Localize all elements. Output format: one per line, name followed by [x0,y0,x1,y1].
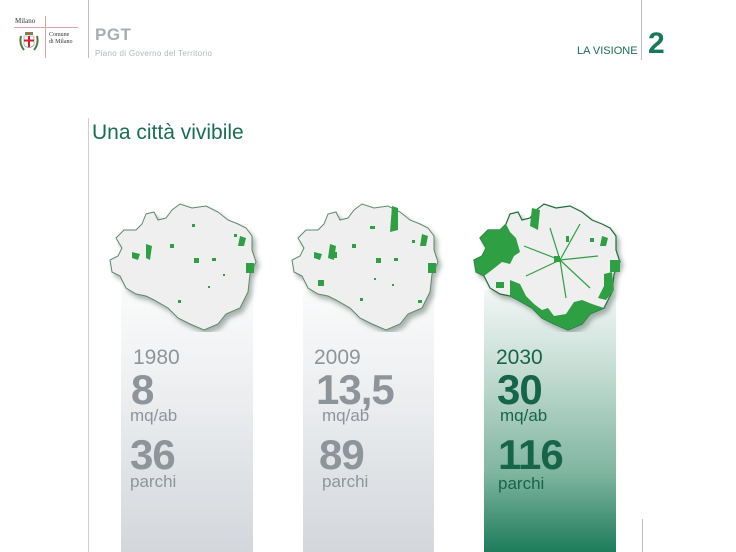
panel-2009-area-unit: mq/ab [322,406,370,425]
logo-entity-name: Comune di Milano [49,32,73,46]
logo-entity-line1: Comune [49,32,70,38]
milano-crest-icon [18,30,40,54]
panel-1980-year: 1980 [133,346,180,369]
logo-entity-line2: di Milano [49,39,73,45]
panel-2030-area-unit: mq/ab [500,406,548,425]
milano-map-2030-icon [473,203,621,331]
panel-2030 [484,290,616,552]
logo-divider-vertical [45,16,46,58]
panel-2009-year: 2009 [314,346,361,369]
panel-1980-area-unit: mq/ab [130,406,178,425]
panel-2009-parks-unit: parchi [322,472,369,491]
milano-map-1980-icon [109,203,257,331]
section-number: 2 [648,27,665,60]
panel-2009-parks-value: 89 [319,431,365,478]
header-divider [88,0,89,58]
app-subtitle: Piano di Governo del Territorio [95,49,213,58]
panel-1980-parks-value: 36 [130,431,176,478]
page-title: Una città vivibile [92,121,244,144]
panel-2009 [303,290,434,552]
logo-city-name: Milano [15,17,36,25]
footer-divider [642,519,643,552]
content-divider [88,118,89,552]
section-divider [641,0,642,60]
milano-map-2009-icon [291,203,439,331]
section-label: LA VISIONE [577,45,638,57]
panel-2030-year: 2030 [496,346,543,369]
panel-1980-area-value: 8 [131,366,154,413]
panel-1980-parks-unit: parchi [130,472,177,491]
panel-2030-parks-unit: parchi [498,474,545,493]
panel-2009-area-value: 13,5 [316,366,395,413]
app-title: PGT [95,25,132,44]
panel-1980 [121,290,253,552]
logo-divider-horizontal [14,27,78,28]
panel-2030-parks-value: 116 [498,431,564,478]
panel-2030-area-value: 30 [497,366,543,413]
